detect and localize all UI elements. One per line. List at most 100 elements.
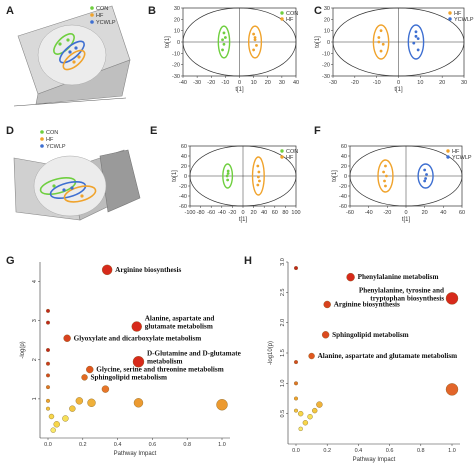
x-axis-label: t[1] <box>239 217 248 223</box>
y-tick-label: -40 <box>339 194 347 200</box>
x-tick-label: 30 <box>461 80 467 86</box>
pathway-point <box>50 427 56 433</box>
y-tick-label: 2 <box>32 358 38 361</box>
y-tick-label: 20 <box>181 164 187 170</box>
pathway-point <box>69 405 76 412</box>
pathway-label: Arginine biosynthesis <box>115 266 181 274</box>
data-point <box>384 184 387 188</box>
data-point <box>70 186 74 190</box>
data-point <box>253 36 257 39</box>
legend-label: HF <box>96 13 104 19</box>
legend-marker <box>40 130 44 134</box>
data-point <box>385 174 388 178</box>
y-tick-label: 30 <box>324 6 330 12</box>
data-point <box>80 194 84 198</box>
pathway-label: Glycine, serine and threonine metabolism <box>96 366 223 374</box>
x-axis-label: Pathway Impact <box>353 457 396 463</box>
x-tick-label: 100 <box>291 210 300 216</box>
data-point <box>384 164 387 168</box>
pathway-point <box>323 300 331 309</box>
pathway-point <box>131 321 142 332</box>
data-point <box>256 183 260 187</box>
y-tick-label: 1 <box>32 397 38 400</box>
x-tick-label: 0.4 <box>355 448 363 454</box>
x-tick-label: -20 <box>207 80 215 86</box>
y-tick-label: -20 <box>322 63 330 69</box>
y-tick-label: -60 <box>179 204 187 210</box>
legend: CON HF YCWLP <box>90 6 116 26</box>
pathway-point <box>216 399 228 411</box>
data-point <box>423 168 427 172</box>
panel-a: A CON HF YCWLP <box>6 5 131 107</box>
3d-box-face <box>99 149 141 213</box>
legend-label: HF <box>454 11 462 17</box>
legend-marker <box>90 6 94 10</box>
legend-marker <box>280 11 284 15</box>
pathway-label: D-Glutamine and D-glutamate metabolism <box>147 350 241 366</box>
y-tick-label: 20 <box>174 17 180 23</box>
y-axis-label: to[1] <box>172 170 178 182</box>
y-tick-label: 40 <box>181 154 187 160</box>
x-tick-label: 0 <box>241 210 244 216</box>
data-point <box>226 172 230 175</box>
y-tick-label: -30 <box>172 74 180 80</box>
y-tick-label: 0.5 <box>280 410 286 418</box>
pathway-point <box>294 396 298 401</box>
y-tick-label: 40 <box>341 154 347 160</box>
x-tick-label: 40 <box>261 210 267 216</box>
data-point <box>425 173 428 176</box>
x-tick-label: 60 <box>272 210 278 216</box>
ellipse-ycwlp <box>59 40 85 64</box>
pathway-point <box>86 365 94 374</box>
pathway-point <box>46 361 50 366</box>
pathway-point <box>63 334 71 342</box>
legend-marker <box>90 20 94 24</box>
panel-label-h: H <box>244 255 252 267</box>
x-tick-label: -30 <box>193 80 201 86</box>
confidence-sphere <box>37 24 107 86</box>
x-tick-label: 0.2 <box>79 442 87 448</box>
data-point <box>68 50 72 54</box>
y-tick-label: 4 <box>32 280 38 283</box>
data-point <box>383 179 386 183</box>
data-point <box>58 42 62 46</box>
group-ellipse <box>407 24 425 60</box>
y-tick-label: 1.0 <box>280 380 286 388</box>
group-ellipse <box>222 163 234 189</box>
x-tick-label: 0.0 <box>292 448 300 454</box>
y-tick-label: -20 <box>339 184 347 190</box>
panel-label-b: B <box>148 5 156 17</box>
x-axis-label: t[1] <box>235 87 244 93</box>
x-tick-label: -10 <box>373 80 381 86</box>
legend-label: CON <box>46 130 58 136</box>
y-tick-label: -40 <box>179 194 187 200</box>
panel-b: B -40 -30 -20 -10 0 10 20 30 40-30-20-100102030t… <box>148 5 299 93</box>
x-tick-label: 10 <box>417 80 423 86</box>
x-axis-label: t[1] <box>394 87 403 93</box>
data-point <box>223 36 227 39</box>
pathway-label: Phenylalanine, tyrosine and tryptophan bi… <box>359 286 444 302</box>
legend-label: HF <box>286 155 294 161</box>
y-tick-label: 0 <box>184 174 187 180</box>
x-tick-label: 0.2 <box>323 448 331 454</box>
x-axis-label: Pathway Impact <box>114 451 157 457</box>
pathway-point <box>307 414 313 420</box>
ellipse-hf <box>63 185 97 203</box>
x-tick-label: 0.6 <box>386 448 394 454</box>
pathway-label: Alanine, aspartate and glutamate metaboli… <box>145 315 215 331</box>
legend-label: CON <box>286 11 298 17</box>
panel-label-c: C <box>314 5 322 17</box>
x-tick-label: 0.6 <box>149 442 157 448</box>
x-tick-label: 20 <box>439 80 445 86</box>
data-point <box>424 177 427 180</box>
pathway-point <box>298 426 303 432</box>
x-tick-label: 0 <box>238 80 241 86</box>
pathway-point <box>101 385 110 393</box>
x-tick-label: -20 <box>351 80 359 86</box>
x-tick-label: 20 <box>422 210 428 216</box>
x-tick-label: -60 <box>207 210 215 216</box>
x-tick-label: 1.0 <box>448 448 456 454</box>
x-tick-label: 40 <box>440 210 446 216</box>
y-axis-label: to[1] <box>165 36 171 48</box>
legend-label: HF <box>286 17 294 23</box>
